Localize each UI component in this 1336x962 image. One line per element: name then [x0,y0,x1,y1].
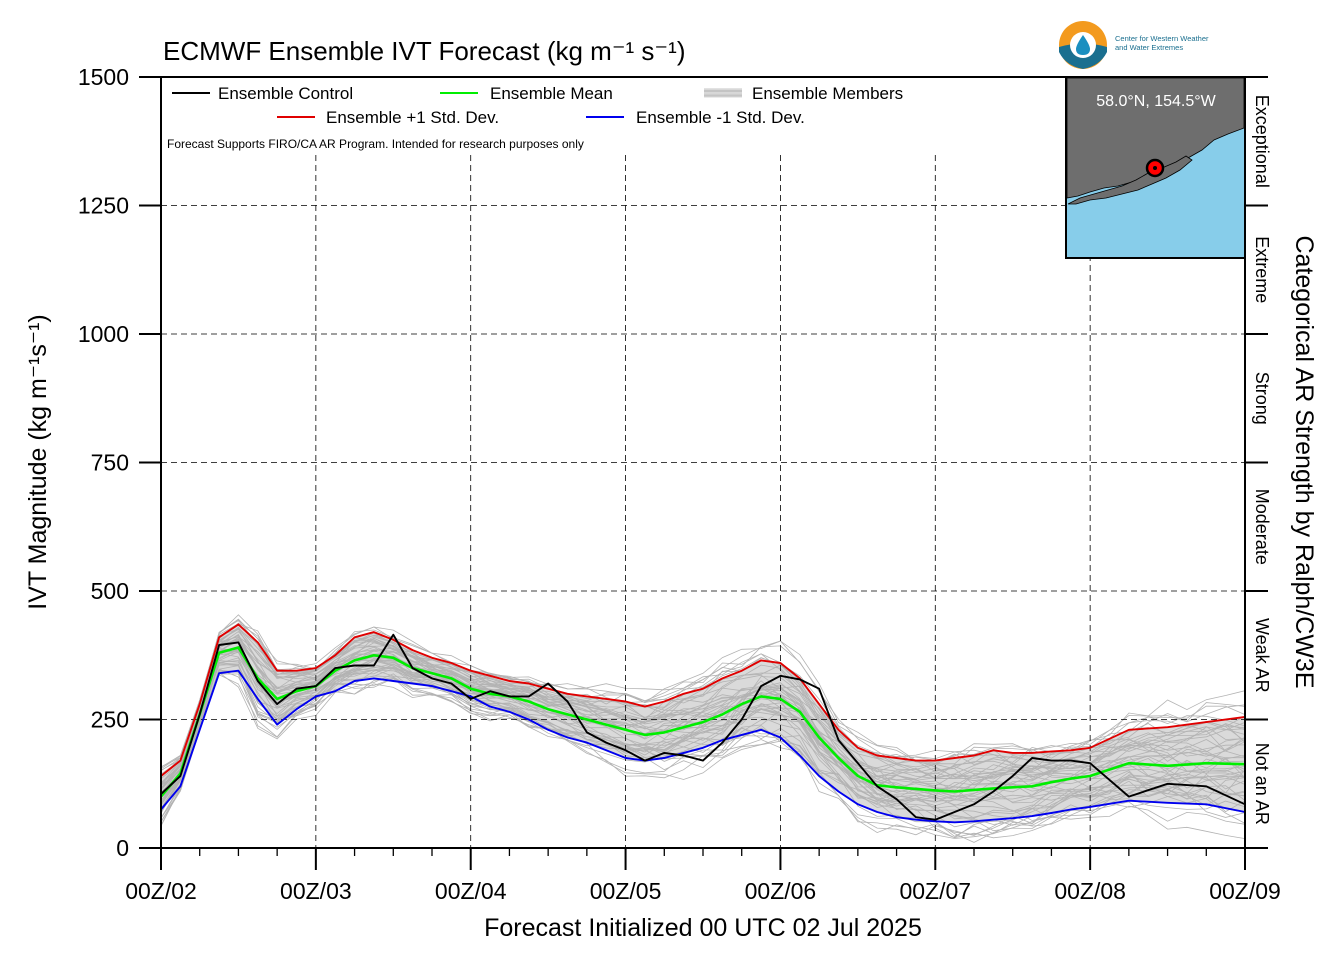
x-tick-label: 00Z/06 [745,878,817,904]
y-tick-label: 1250 [78,193,129,219]
legend: Ensemble Control Ensemble Mean Ensemble Me… [172,84,903,127]
inset-map: 58.0°N, 154.5°W [1065,76,1246,259]
y-tick-label: 1000 [78,321,129,347]
ensemble-member-line [160,619,1246,770]
category-label: Weak AR [1252,618,1272,693]
chart-title: ECMWF Ensemble IVT Forecast (kg m⁻¹ s⁻¹) [163,36,685,66]
legend-label-mean: Ensemble Mean [490,84,613,103]
legend-label-members: Ensemble Members [752,84,903,103]
inset-location-label: 58.0°N, 154.5°W [1096,93,1216,110]
ensemble-member-line [160,663,1246,813]
location-marker-center [1153,166,1157,170]
category-label: Exceptional [1252,95,1272,188]
y-tick-label: 250 [91,707,129,733]
y-tick-label: 0 [116,835,129,861]
ensemble-member-line [160,652,1246,806]
y-tick-label: 750 [91,450,129,476]
ensemble-member-line [160,626,1246,790]
x-tick-label: 00Z/09 [1209,878,1281,904]
ensemble-member-line [160,650,1246,812]
axes: 0 250 500 750 1000 1250 1500 00Z/02 00Z/03 00Z/04… [78,64,1281,904]
series-line-minus [160,669,1246,824]
logo-text-line2: and Water Extremes [1115,43,1183,52]
ensemble-member-line [160,634,1246,797]
logo-drop-icon [1076,35,1090,55]
inset-peninsula [1067,155,1193,205]
category-label: Strong [1252,372,1272,425]
y-axis-label: IVT Magnitude (kg m⁻¹s⁻¹) [24,314,52,609]
ensemble-member-line [160,657,1246,835]
x-tick-label: 00Z/03 [280,878,352,904]
series-line-plus [160,623,1246,777]
y-tick-label: 1500 [78,64,129,90]
legend-label-control: Ensemble Control [218,84,353,103]
ensemble-member-line [160,658,1246,827]
category-label: Moderate [1252,489,1272,565]
category-label: Not an AR [1252,743,1272,825]
ensemble-member-line [160,628,1246,790]
ar-category-scale: Not an AR Weak AR Moderate Strong Extreme Exc… [1245,95,1272,849]
x-tick-label: 00Z/08 [1054,878,1126,904]
research-note: Forecast Supports FIRO/CA AR Program. In… [167,137,584,151]
x-tick-label: 00Z/07 [899,878,971,904]
category-label: Extreme [1252,236,1272,303]
x-tick-label: 00Z/04 [435,878,507,904]
ensemble-member-line [160,649,1246,790]
legend-label-minus: Ensemble -1 Std. Dev. [636,108,805,127]
x-tick-label: 00Z/02 [125,878,197,904]
ensemble-member-line [160,667,1246,839]
ensemble-member-line [160,671,1246,836]
ensemble-member-line [160,646,1246,820]
series-line-control [160,633,1246,821]
x-tick-label: 00Z/05 [590,878,662,904]
grid [161,155,1245,848]
legend-label-plus: Ensemble +1 Std. Dev. [326,108,499,127]
logo-text-line1: Center for Western Weather [1115,34,1209,43]
series-layer [160,623,1246,824]
ensemble-member-line [160,638,1246,793]
series-line-mean [160,646,1246,798]
ensemble-member-line [160,663,1246,839]
y-tick-label: 500 [91,578,129,604]
ensemble-member-line [160,663,1246,813]
ensemble-member-line [160,640,1246,801]
cw3e-logo: Center for Western Weather and Water Ext… [1059,21,1209,69]
right-axis-label: Categorical AR Strength by Ralph/CW3E [1290,236,1318,689]
x-axis-label: Forecast Initialized 00 UTC 02 Jul 2025 [484,914,922,942]
